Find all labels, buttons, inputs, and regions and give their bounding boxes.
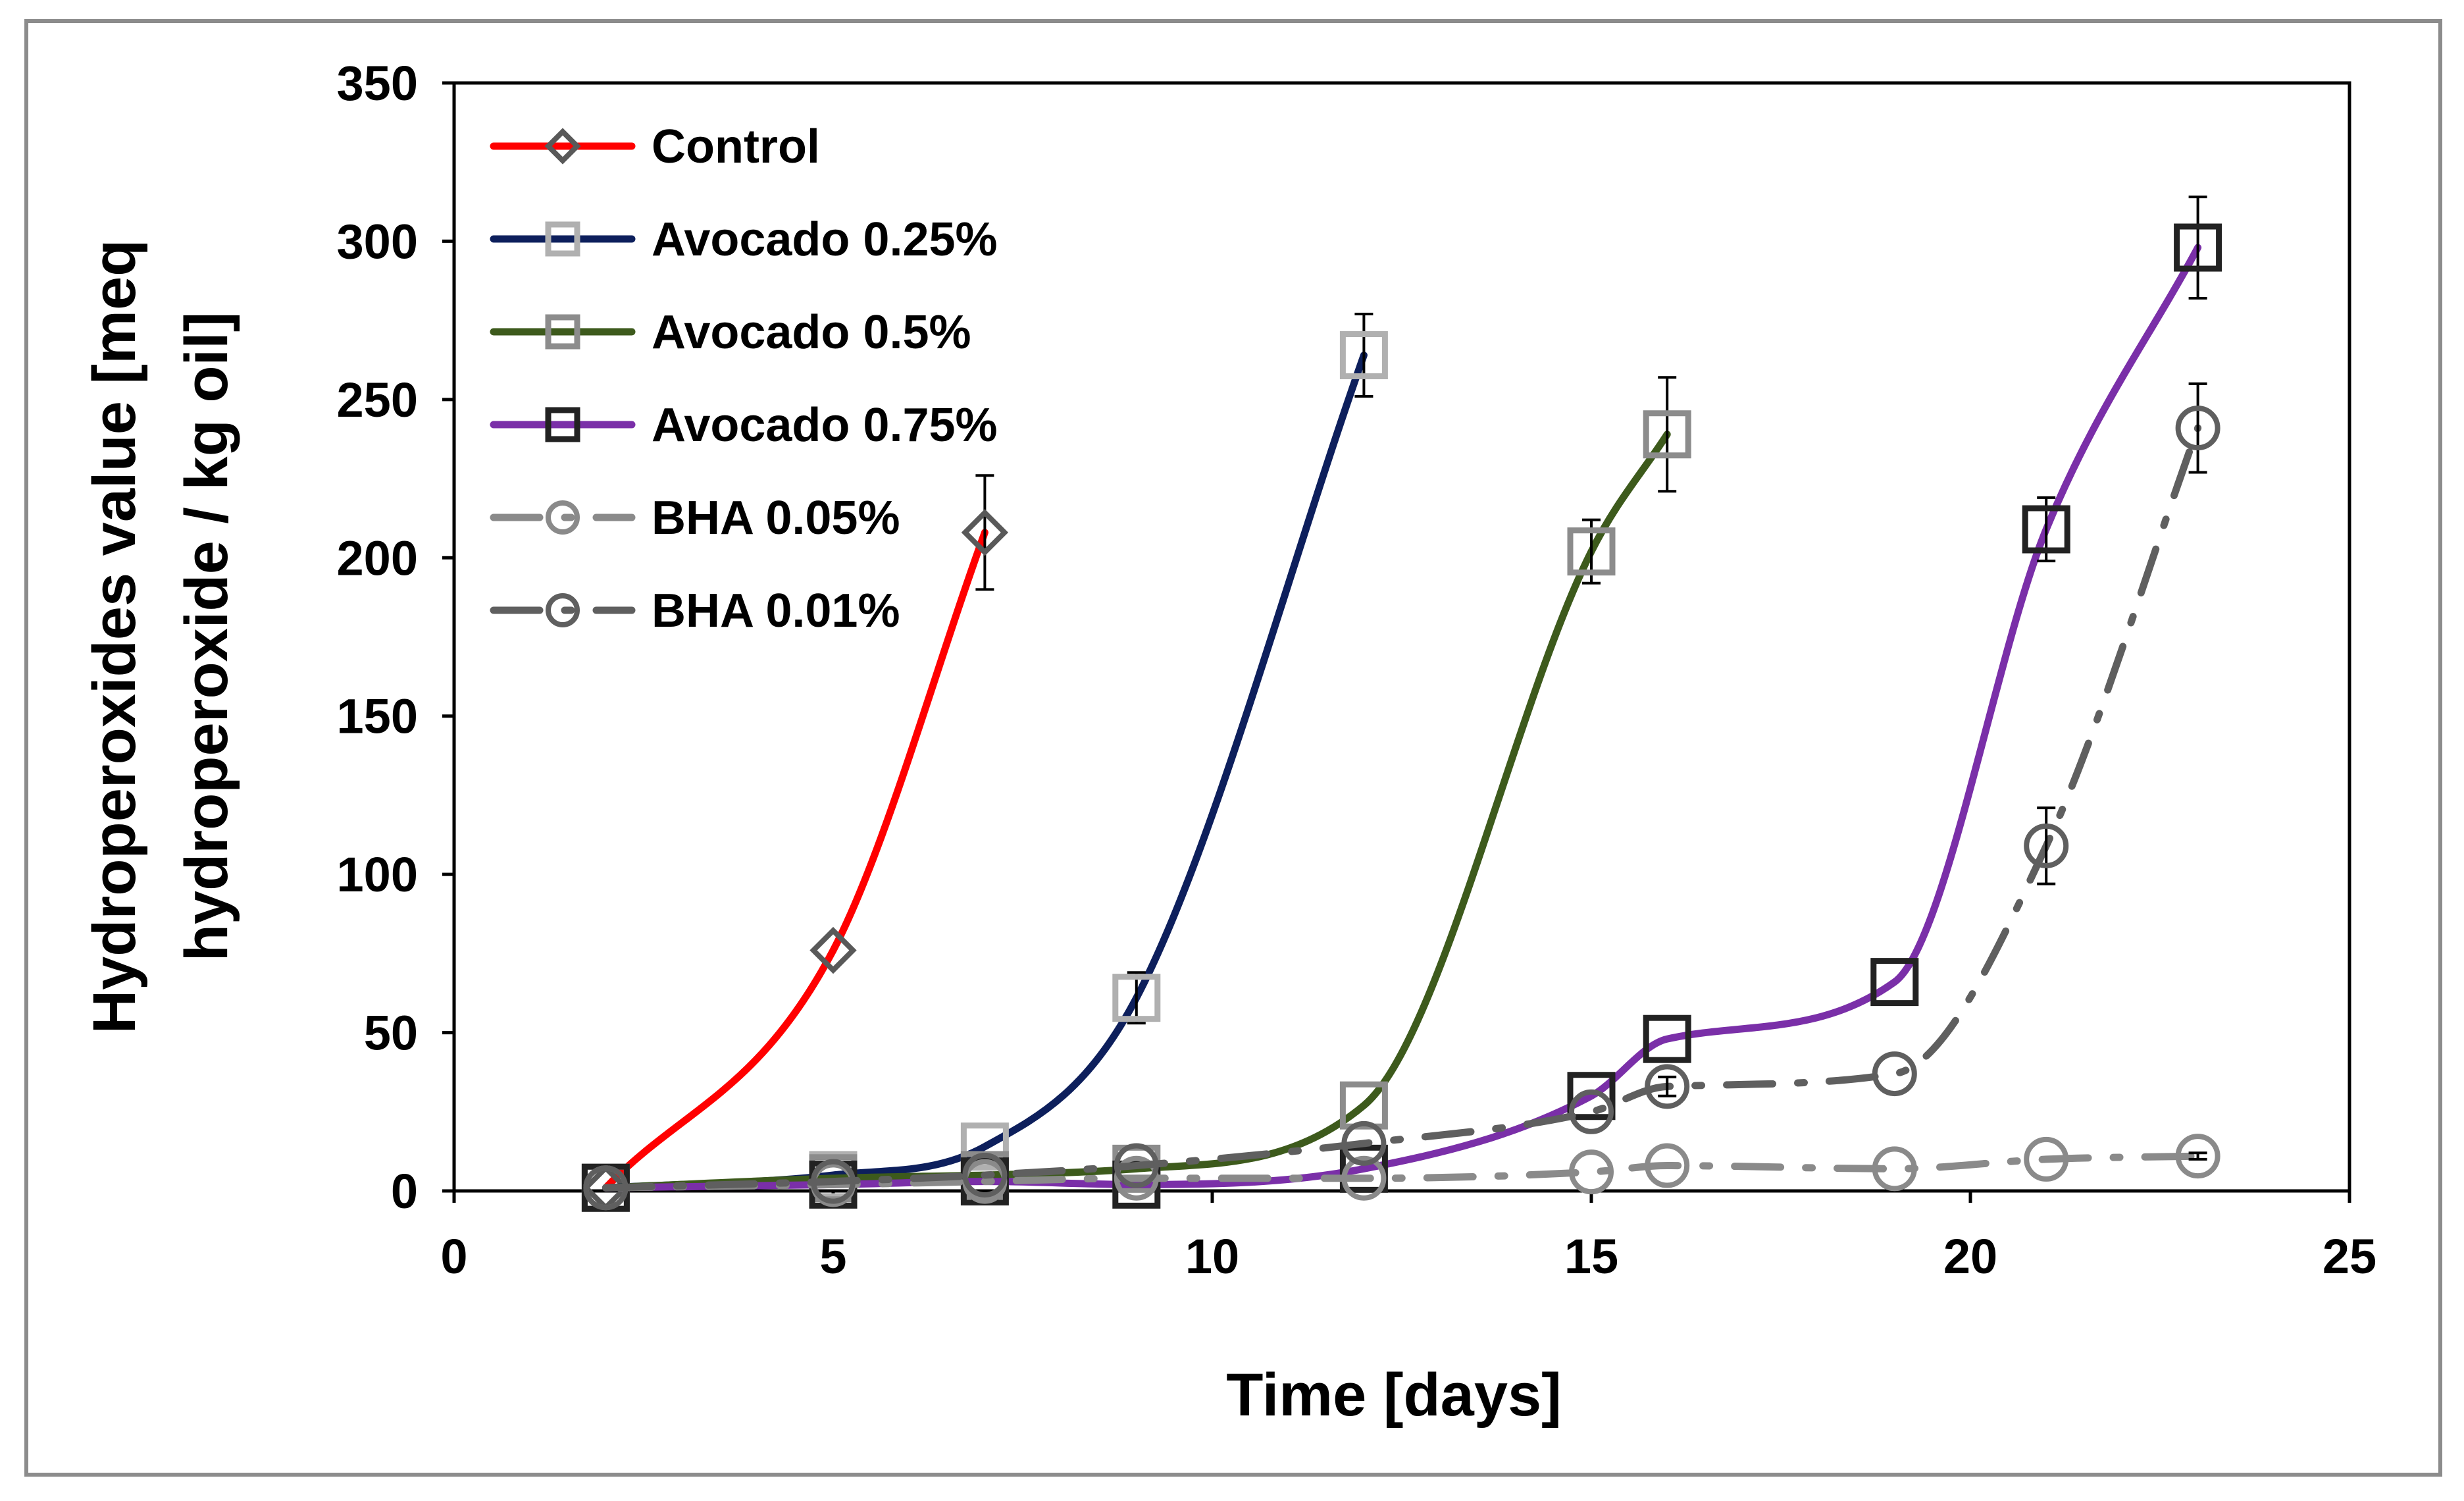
data-point — [1645, 1143, 1690, 1188]
legend-item: Avocado 0.75% — [490, 399, 998, 452]
data-point — [1567, 527, 1616, 576]
x-tick-label: 5 — [819, 1229, 846, 1284]
legend-marker — [546, 593, 580, 627]
series-line — [602, 529, 988, 1192]
data-point — [1112, 974, 1161, 1022]
series-layer — [581, 196, 2222, 1212]
data-point — [1872, 1146, 1917, 1192]
x-tick-label: 15 — [1564, 1229, 1618, 1284]
legend-marker — [546, 500, 580, 535]
x-tick-label: 0 — [440, 1229, 467, 1284]
data-point — [1569, 1089, 1614, 1134]
x-axis-ticks: 0 5 10 15 20 25 — [440, 1191, 2376, 1284]
y-tick-label: 100 — [337, 847, 418, 902]
y-tick-label: 350 — [337, 56, 418, 111]
data-point — [1569, 1149, 1614, 1195]
legend-label: Avocado 0.25% — [652, 213, 998, 266]
data-point — [962, 1152, 1008, 1198]
y-tick-label: 200 — [337, 531, 418, 585]
legend-label: BHA 0.05% — [652, 492, 900, 544]
data-point — [809, 926, 857, 974]
data-point — [2175, 1134, 2220, 1179]
y-axis-title-line-2: hydroperoxide / kg oil] — [173, 312, 240, 962]
y-tick-label: 50 — [364, 1006, 418, 1061]
y-axis-ticks: 0 50 100 150 200 250 300 350 — [337, 56, 454, 1219]
data-point — [1114, 1155, 1159, 1201]
legend-label: BHA 0.01% — [652, 585, 900, 637]
data-point — [1114, 1143, 1159, 1188]
y-tick-label: 150 — [337, 689, 418, 744]
data-point — [1341, 1120, 1387, 1166]
series-line — [602, 1152, 2202, 1192]
legend-item: BHA 0.01% — [490, 585, 900, 637]
legend-marker — [545, 407, 580, 442]
data-point — [1339, 331, 1388, 380]
data-point — [1339, 1144, 1388, 1193]
y-axis-title-line-1: Hydroperoxides value [meq — [81, 240, 148, 1034]
data-point — [2024, 823, 2069, 868]
data-point — [1645, 1064, 1690, 1109]
data-point — [1643, 410, 1691, 459]
legend-item: Avocado 0.5% — [490, 306, 971, 359]
data-point — [583, 1165, 629, 1211]
data-point — [1567, 1072, 1616, 1120]
y-tick-label: 0 — [391, 1164, 418, 1219]
y-axis-title: Hydroperoxides value [meq hydroperoxide … — [81, 240, 240, 1034]
data-point — [2174, 223, 2222, 272]
legend-label: Avocado 0.5% — [652, 306, 971, 359]
data-point — [811, 1159, 856, 1204]
data-point — [2175, 406, 2220, 451]
x-tick-label: 25 — [2323, 1229, 2376, 1284]
legend-label: Control — [652, 120, 820, 173]
y-tick-label: 300 — [337, 214, 418, 269]
legend-marker — [544, 128, 581, 165]
data-point — [2022, 505, 2070, 554]
legend: Control Avocado 0.25% Avocado 0.5% Avocado … — [490, 120, 998, 637]
data-point — [1339, 1081, 1388, 1130]
x-tick-label: 10 — [1185, 1229, 1239, 1284]
legend-item: BHA 0.05% — [490, 492, 900, 544]
legend-item: Avocado 0.25% — [490, 213, 998, 266]
series-bha-0-01- — [583, 382, 2220, 1211]
data-point — [961, 509, 1009, 556]
legend-item: Control — [490, 120, 820, 173]
data-point — [1643, 1014, 1691, 1063]
series-control — [582, 474, 1009, 1211]
data-point — [960, 1122, 1009, 1171]
legend-label: Avocado 0.75% — [652, 399, 998, 452]
y-tick-label: 250 — [337, 373, 418, 427]
legend-marker — [545, 314, 580, 350]
plot-area — [452, 81, 2351, 1193]
legend-marker — [545, 221, 580, 257]
data-point — [2024, 1136, 2069, 1182]
data-point — [1341, 1155, 1387, 1201]
data-point — [1872, 1051, 1917, 1097]
x-tick-label: 20 — [1943, 1229, 1997, 1284]
data-point — [1870, 958, 1919, 1007]
x-axis-title: Time [days] — [1226, 1361, 1562, 1429]
